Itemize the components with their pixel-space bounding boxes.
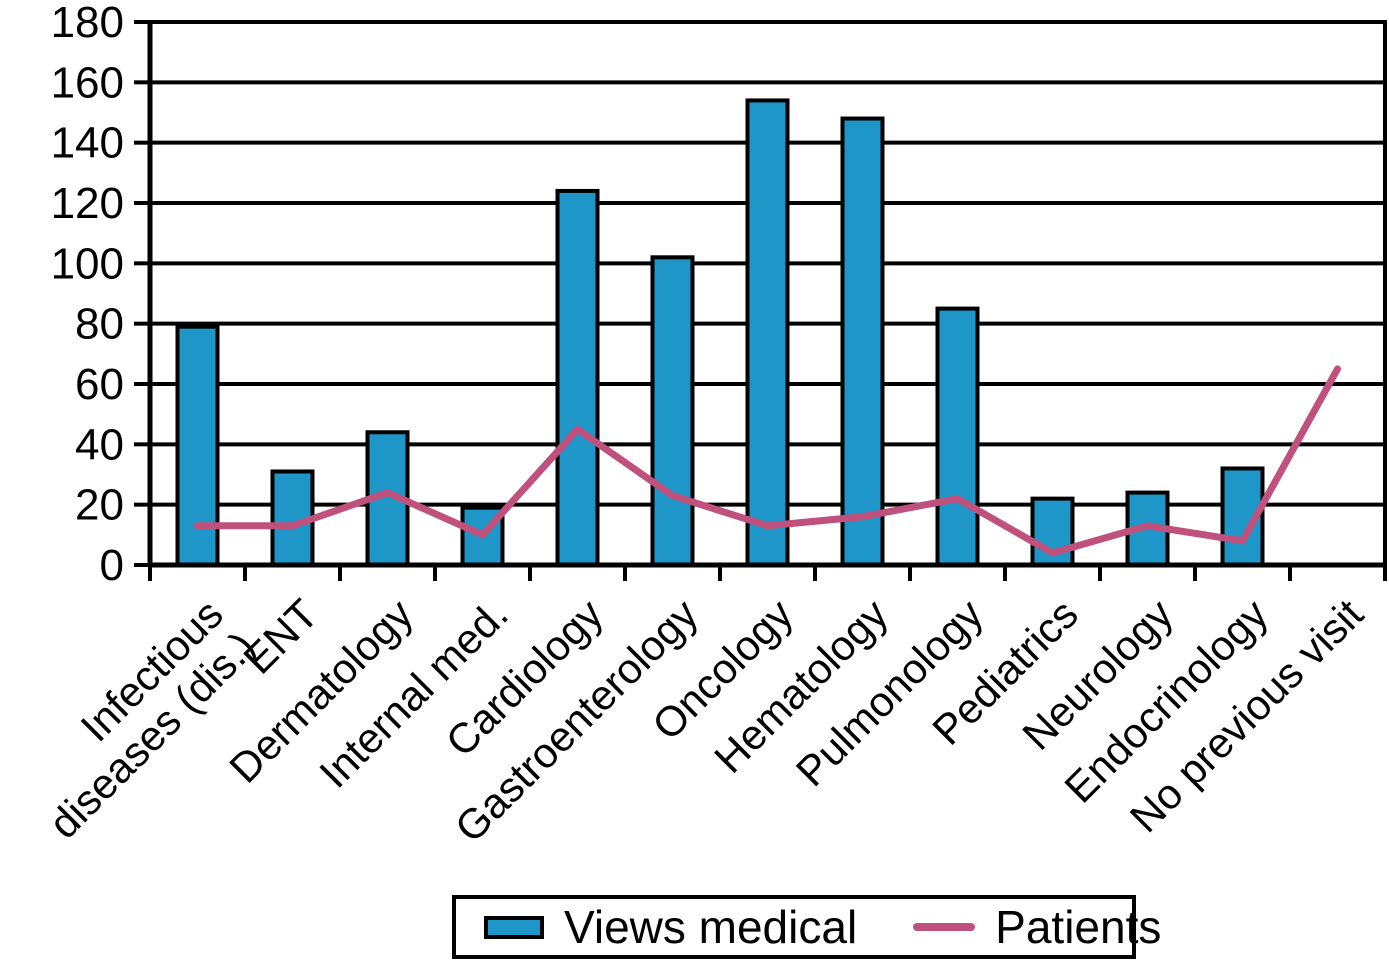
- patients-line: [194, 365, 1341, 557]
- y-axis-label: 80: [75, 300, 124, 349]
- y-axis-label: 120: [51, 179, 124, 228]
- y-axis-label: 160: [51, 58, 124, 107]
- bar-8: [935, 306, 980, 567]
- y-axis-label: 140: [51, 119, 124, 168]
- y-axis-label: 180: [51, 0, 124, 47]
- legend-line-swatch-icon: [913, 923, 976, 931]
- bar-4: [555, 188, 600, 568]
- y-axis-label: 0: [100, 541, 124, 590]
- bar-6: [745, 98, 790, 568]
- y-axis-label: 100: [51, 239, 124, 288]
- x-axis-label: Infectiousdiseases (dis.): [7, 590, 264, 847]
- legend: Views medical Patients: [452, 895, 1161, 959]
- legend-bar-swatch-icon: [484, 915, 544, 939]
- bar-7: [840, 116, 885, 568]
- y-axis-label: 60: [75, 360, 124, 409]
- bar-5: [650, 255, 695, 567]
- y-axis-label: 40: [75, 420, 124, 469]
- legend-label-views-medical: Views medical: [564, 901, 858, 953]
- y-axis-label: 20: [75, 481, 124, 530]
- legend-label-patients: Patients: [995, 901, 1162, 953]
